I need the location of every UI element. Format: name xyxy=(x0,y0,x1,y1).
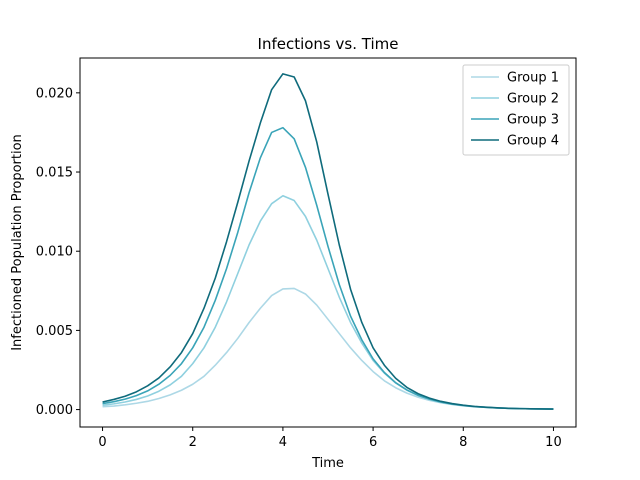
x-tick-label: 8 xyxy=(459,435,467,450)
x-axis-label: Time xyxy=(311,456,344,471)
y-tick-label: 0.000 xyxy=(36,403,73,418)
series-line-4 xyxy=(102,73,554,410)
y-tick-label: 0.020 xyxy=(36,86,73,101)
legend-label: Group 4 xyxy=(507,134,559,149)
x-axis-ticks: 0 2 4 6 8 10 xyxy=(98,427,562,450)
legend-box xyxy=(462,64,570,156)
y-tick-label: 0.015 xyxy=(36,166,73,181)
x-tick-label: 0 xyxy=(98,435,106,450)
y-axis-label: Infectioned Population Proportion xyxy=(10,134,25,351)
y-tick-label: 0.010 xyxy=(36,245,73,260)
series-layer xyxy=(102,73,554,410)
legend-label: Group 3 xyxy=(507,113,559,128)
legend: Group 1 Group 2 Group 3 Group 4 xyxy=(462,64,570,156)
y-axis-ticks: 0.000 0.005 0.010 0.015 0.020 xyxy=(36,86,80,418)
plot-frame xyxy=(79,57,577,428)
x-tick-label: 4 xyxy=(279,435,287,450)
series-line-2 xyxy=(102,194,554,410)
chart-title: Infections vs. Time xyxy=(258,35,399,53)
series-line-1 xyxy=(102,287,554,410)
x-tick-label: 2 xyxy=(189,435,197,450)
y-tick-label: 0.005 xyxy=(36,324,73,339)
x-tick-label: 10 xyxy=(545,435,562,450)
x-tick-label: 6 xyxy=(369,435,377,450)
legend-label: Group 2 xyxy=(507,92,559,107)
legend-label: Group 1 xyxy=(507,71,559,86)
